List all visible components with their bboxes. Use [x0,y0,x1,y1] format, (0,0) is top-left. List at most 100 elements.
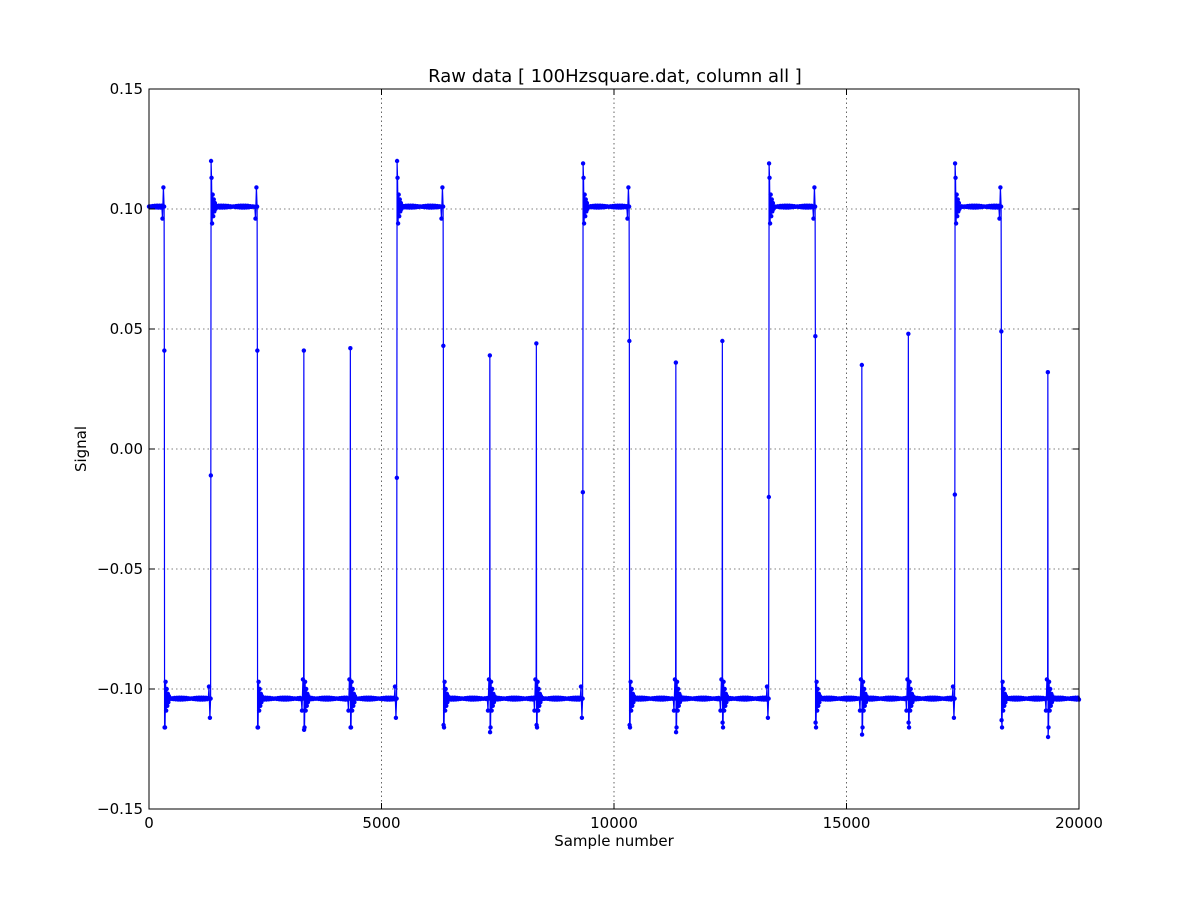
data-point [721,679,726,684]
data-point [257,686,262,692]
data-point [349,708,355,713]
data-point [255,725,261,730]
data-point [997,216,1002,221]
data-point [163,679,168,684]
data-point [720,338,725,344]
data-point [857,708,863,713]
data-point [350,686,355,692]
data-point [1043,708,1049,713]
y-tick-label: −0.10 [97,680,143,698]
data-point [161,185,166,190]
data-point [302,725,307,730]
data-point [209,221,215,226]
data-point [955,214,960,219]
data-point [584,200,590,206]
y-axis-label: Signal [72,426,90,472]
data-point [860,725,865,730]
data-point [719,696,725,701]
data-point [862,703,867,708]
data-point [813,720,818,725]
data-point [766,161,772,166]
data-point [397,197,402,202]
data-point [208,696,213,701]
data-point [673,360,679,365]
data-point [723,703,728,708]
data-point [1000,679,1005,684]
grid-lines [149,89,1079,809]
data-point [674,679,680,684]
data-point [395,175,400,180]
data-point [301,696,306,701]
data-point [255,348,260,353]
data-point [909,703,914,708]
data-point [953,221,959,226]
data-point [764,684,770,689]
data-point [956,200,962,206]
data-point [720,720,725,725]
x-tick-label: 0 [144,814,154,832]
data-point [998,204,1004,209]
data-point [1045,696,1050,701]
data-point [627,338,632,344]
data-point [1046,679,1052,684]
data-point [718,708,723,713]
data-point [673,730,679,735]
data-point [258,703,263,708]
data-point [629,686,634,692]
data-point [536,686,541,692]
data-point [162,348,167,353]
data-point [906,725,912,730]
data-point [815,686,820,692]
data-point [487,353,493,358]
data-point [211,214,216,219]
data-point [953,175,958,180]
data-point [581,221,587,226]
data-point [674,725,679,730]
data-point [998,185,1003,190]
data-point [862,686,867,692]
data-point [394,696,399,701]
data-point [580,696,585,701]
data-point [955,197,960,202]
data-point [534,725,540,730]
data-point [440,204,446,209]
data-point [578,684,584,689]
x-axis-label: Sample number [554,832,674,850]
data-point [535,679,540,684]
data-point [769,197,774,202]
data-point [951,715,957,720]
data-point [162,725,168,730]
data-point [160,216,165,221]
data-point [1048,703,1053,708]
chart-title: Raw data [ 100Hzsquare.dat, column all ] [428,66,802,87]
data-point [906,720,911,725]
data-point [163,708,169,713]
data-point [860,679,866,684]
data-point [722,686,727,692]
data-point [398,200,404,206]
data-point [165,703,170,708]
signal-series-markers [146,158,1082,740]
axis-ticks: 0 5000 10000 15000 20000 −0.15 −0.10 −0.05 0.00 0… [97,80,1103,832]
data-point [490,686,495,692]
data-point [1001,686,1006,692]
data-point [816,703,821,708]
data-point [770,200,776,206]
data-point [952,161,958,166]
data-point [256,708,262,713]
y-tick-label: 0.15 [110,80,143,98]
x-tick-label: 20000 [1055,814,1103,832]
data-point [676,703,681,708]
data-point [537,703,542,708]
data-point [581,175,586,180]
data-point [490,703,495,708]
data-point [766,696,771,701]
data-point [1002,703,1007,708]
data-point [812,185,817,190]
data-point [161,204,167,209]
data-point [259,700,264,705]
data-point [208,473,214,478]
data-point [628,708,634,713]
